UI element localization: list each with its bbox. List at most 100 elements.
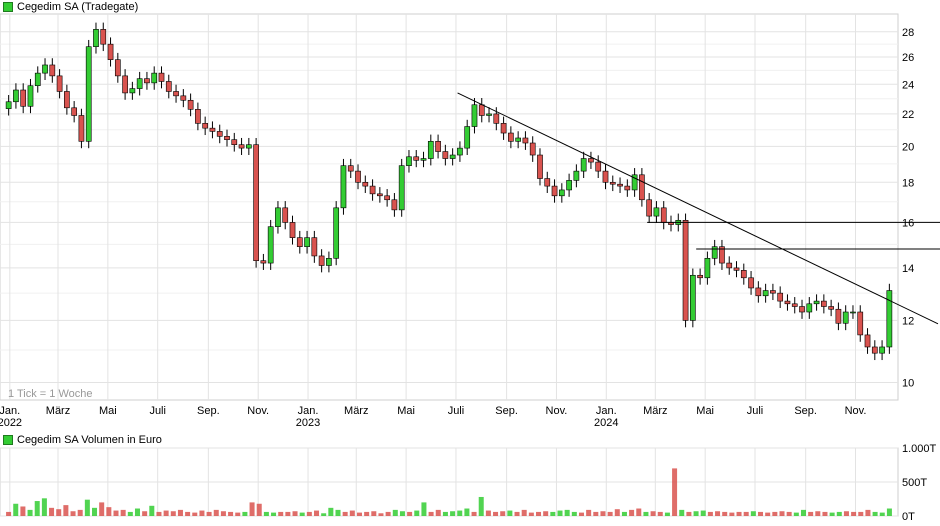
candle-body — [49, 64, 56, 77]
candle-body — [355, 170, 361, 183]
x-tick-label: Nov. — [247, 405, 269, 417]
price-y-tick-label: 26 — [902, 52, 914, 64]
x-tick-label: März — [643, 405, 667, 417]
candle-body — [311, 237, 318, 257]
volume-bar — [607, 511, 613, 516]
candle-body — [631, 174, 638, 191]
x-tick-label: Jan. — [298, 405, 319, 417]
volume-bar — [77, 509, 83, 516]
candle-body — [850, 311, 856, 314]
volume-bar — [528, 512, 534, 516]
price-chart-title: Cegedim SA (Tradegate) — [17, 1, 139, 13]
volume-bar — [715, 511, 721, 516]
price-legend: Cegedim SA (Tradegate) — [3, 0, 138, 14]
candle-body — [275, 207, 281, 228]
candle-body — [486, 113, 492, 116]
x-tick-label: Sep. — [794, 405, 817, 417]
candle-body — [253, 144, 259, 261]
volume-bar — [758, 511, 764, 516]
volume-bar — [249, 502, 255, 516]
candle-body — [377, 193, 383, 197]
volume-bar — [886, 508, 892, 516]
candle-body — [784, 300, 791, 305]
volume-bar — [750, 511, 756, 516]
candle-body — [886, 290, 893, 348]
candle-body — [427, 141, 434, 159]
price-y-tick-label: 20 — [902, 141, 914, 153]
candle-body — [435, 141, 441, 152]
volume-bar — [593, 511, 599, 516]
volume-bar — [571, 511, 577, 516]
x-tick-label: Nov. — [546, 405, 568, 417]
candle-body — [384, 195, 390, 201]
volume-bar — [765, 512, 771, 516]
candle-body — [282, 207, 289, 223]
volume-bar — [743, 511, 749, 516]
volume-bar — [177, 509, 183, 516]
volume-bar — [206, 511, 212, 516]
volume-bar — [865, 509, 871, 516]
legend-swatch — [3, 2, 13, 12]
volume-bar — [20, 506, 26, 516]
candle-body — [144, 78, 150, 84]
x-tick-label: Sep. — [197, 405, 220, 417]
candle-body — [871, 346, 878, 354]
volume-bar — [371, 511, 377, 516]
candle-body — [333, 207, 340, 259]
x-tick-label: Juli — [448, 405, 465, 417]
candle-body — [5, 101, 12, 109]
legend-swatch — [3, 435, 13, 445]
volume-bar — [858, 511, 864, 516]
candle-body — [457, 147, 463, 156]
price-y-tick-label: 16 — [902, 217, 914, 229]
x-tick-label: Mai — [99, 405, 117, 417]
volume-bar — [550, 511, 556, 516]
candle-body — [864, 334, 871, 348]
candle-body — [588, 158, 594, 163]
volume-bar — [815, 511, 821, 516]
candle-body — [595, 161, 602, 172]
volume-bar — [736, 511, 742, 516]
volume-bar — [621, 511, 627, 516]
volume-y-tick-label: 500T — [902, 477, 927, 489]
volume-bar — [679, 509, 685, 516]
x-tick-label: Mai — [397, 405, 415, 417]
volume-bar — [636, 508, 642, 516]
candle-body — [231, 139, 238, 146]
candle-body — [828, 306, 834, 310]
volume-bar — [478, 496, 484, 516]
candle-body — [755, 287, 762, 297]
volume-bar — [629, 509, 635, 516]
volume-bar — [106, 507, 112, 516]
volume-bar — [328, 507, 334, 516]
candle-body — [56, 75, 63, 92]
candle-body — [449, 154, 456, 159]
volume-bar — [836, 511, 842, 516]
candle-body — [609, 181, 616, 185]
candle-body — [522, 137, 529, 144]
volume-bar — [686, 511, 692, 516]
x-tick-label: Mai — [696, 405, 714, 417]
volume-bar — [843, 511, 849, 516]
volume-bar — [278, 511, 284, 516]
candle-body — [413, 156, 420, 161]
price-y-tick-label: 14 — [902, 263, 914, 275]
x-tick-label: Nov. — [845, 405, 867, 417]
candle-body — [573, 170, 580, 181]
volume-bar — [306, 511, 312, 516]
volume-bar — [514, 511, 520, 516]
volume-bar — [851, 511, 857, 516]
volume-bar — [457, 510, 463, 516]
candle-body — [209, 127, 216, 132]
candle-body — [777, 292, 784, 302]
volume-bar — [321, 513, 327, 516]
candle-body — [93, 29, 99, 47]
volume-bar — [299, 512, 305, 516]
price-y-tick-label: 24 — [902, 79, 914, 91]
volume-legend: Cegedim SA Volumen in Euro — [3, 433, 162, 447]
candle-body — [362, 181, 369, 187]
volume-bar — [70, 511, 76, 516]
candle-body — [245, 144, 252, 149]
candle-body — [260, 260, 267, 264]
volume-bar — [722, 511, 728, 516]
